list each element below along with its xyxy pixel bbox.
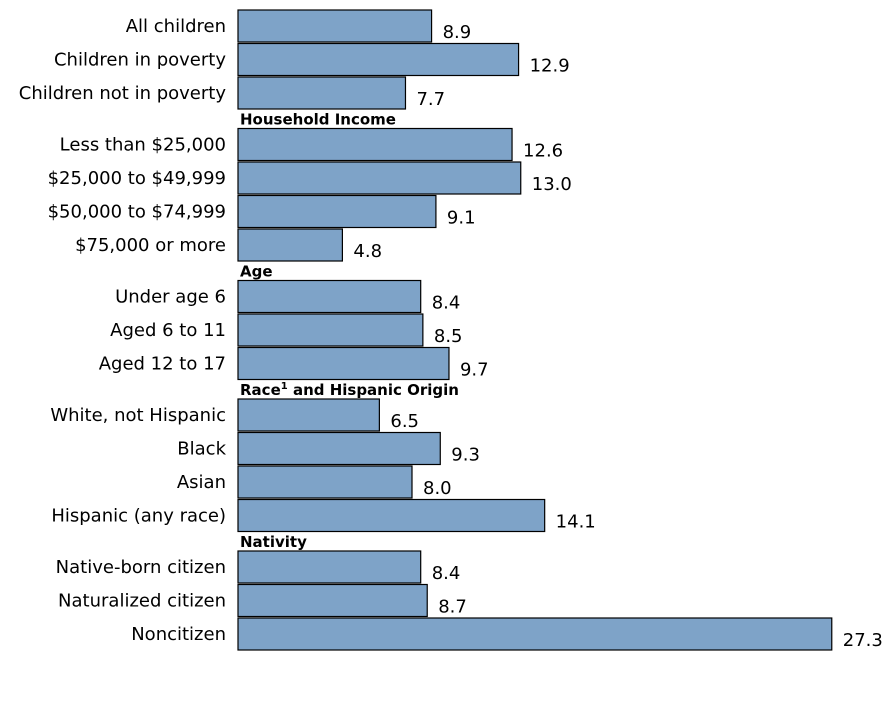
bar [237, 313, 424, 347]
value-label: 8.4 [432, 293, 461, 314]
section-header: Race1 and Hispanic Origin [240, 381, 459, 399]
value-label: 7.7 [416, 89, 445, 110]
category-label: Less than $25,000 [60, 135, 226, 156]
category-label: Hispanic (any race) [51, 506, 226, 527]
value-label: 8.5 [434, 326, 463, 347]
value-label: 27.3 [843, 630, 883, 651]
value-label: 9.3 [451, 445, 480, 466]
bar [237, 431, 441, 466]
value-label: 9.7 [460, 360, 489, 381]
value-label: 8.0 [423, 478, 452, 499]
bar [237, 42, 520, 77]
category-label: Native-born citizen [56, 557, 226, 578]
value-label: 12.9 [530, 56, 570, 77]
category-label: Children in poverty [54, 50, 226, 71]
category-label: $75,000 or more [75, 235, 226, 256]
category-label: Naturalized citizen [58, 591, 226, 612]
bar [237, 161, 522, 195]
bar [237, 76, 407, 110]
value-label: 4.8 [353, 241, 382, 262]
category-label: Aged 12 to 17 [99, 354, 226, 375]
value-label: 9.1 [447, 208, 476, 229]
bar [237, 465, 413, 499]
bar [237, 550, 422, 584]
value-label: 8.9 [443, 22, 472, 43]
section-header: Age [240, 263, 273, 281]
bar [237, 498, 546, 533]
bar [237, 228, 344, 262]
bar [237, 346, 450, 381]
bar [237, 617, 833, 651]
category-label: $50,000 to $74,999 [48, 202, 226, 223]
bar [237, 398, 380, 432]
bar [237, 9, 433, 43]
category-label: Children not in poverty [19, 83, 227, 104]
bar [237, 127, 513, 162]
value-label: 14.1 [556, 512, 596, 533]
category-label: Aged 6 to 11 [110, 320, 226, 341]
category-label: Asian [177, 472, 226, 493]
category-label: $25,000 to $49,999 [48, 168, 226, 189]
value-label: 8.7 [438, 597, 467, 618]
section-header: Household Income [240, 111, 396, 129]
category-label: White, not Hispanic [50, 405, 226, 426]
category-label: All children [126, 16, 226, 37]
value-label: 12.6 [523, 141, 563, 162]
section-header: Nativity [240, 533, 307, 551]
category-label: Black [177, 439, 226, 460]
bar [237, 583, 428, 618]
value-label: 6.5 [390, 411, 419, 432]
category-label: Under age 6 [115, 287, 226, 308]
bar [237, 279, 422, 314]
value-label: 8.4 [432, 563, 461, 584]
value-label: 13.0 [532, 174, 572, 195]
category-label: Noncitizen [131, 624, 226, 645]
bar [237, 194, 437, 229]
